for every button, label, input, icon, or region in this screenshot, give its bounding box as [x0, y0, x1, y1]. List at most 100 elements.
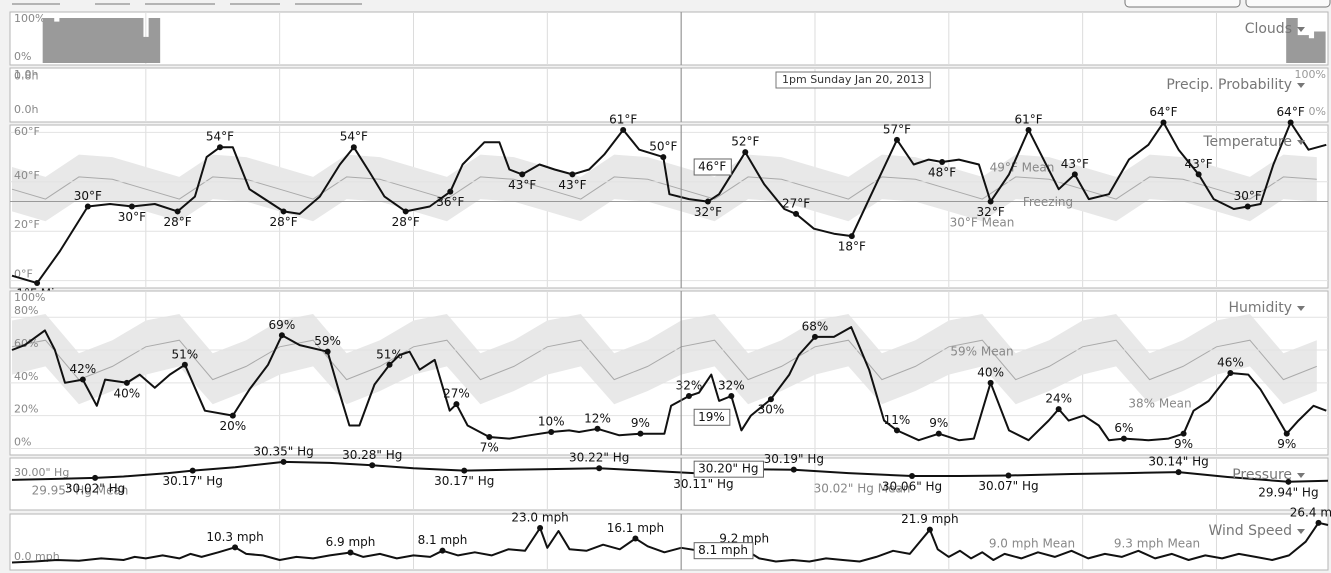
data-point [1195, 171, 1202, 178]
data-point [1227, 370, 1234, 376]
data-point [280, 208, 287, 215]
data-point [909, 472, 916, 479]
button[interactable] [1124, 0, 1241, 8]
data-label: 54°F [206, 130, 234, 144]
bar [1308, 38, 1315, 63]
dropdown-arrow [1297, 140, 1305, 145]
bar [81, 18, 88, 63]
button[interactable] [1245, 0, 1331, 8]
annotation: 9.3 mph Mean [1114, 537, 1200, 551]
data-point [439, 547, 446, 554]
dropdown-arrow [1297, 27, 1305, 32]
data-point [620, 126, 627, 133]
data-label: 50°F [649, 140, 677, 154]
y-tick-label: 100% [14, 291, 45, 304]
data-label: 10.3 mph [206, 530, 263, 544]
data-point [987, 379, 994, 386]
data-point [461, 467, 468, 474]
bar [53, 21, 60, 64]
data-label: 46% [1217, 356, 1244, 370]
data-label: 32% [676, 378, 703, 392]
data-point [793, 210, 800, 217]
data-point [34, 280, 41, 287]
data-label: 11% [884, 413, 911, 427]
hover-box [693, 542, 754, 560]
data-point [1175, 469, 1182, 476]
bar [126, 18, 133, 63]
data-label: 64°F [1277, 105, 1305, 119]
bar [70, 18, 77, 63]
data-label: 68% [802, 319, 829, 333]
y-tick-label: 0% [14, 435, 31, 448]
panel [9, 513, 1329, 571]
dropdown-arrow [1297, 473, 1305, 478]
data-point [1285, 478, 1292, 485]
data-label: 32°F [977, 205, 1005, 219]
data-point [486, 433, 493, 440]
panel-title: Wind Speed [1208, 523, 1292, 539]
bar [148, 18, 155, 63]
hover-box [693, 158, 732, 176]
data-label: 40% [977, 365, 1004, 379]
data-label: 43°F [558, 178, 586, 192]
data-label: 30.22" Hg [569, 451, 629, 465]
data-point [893, 427, 900, 434]
data-label: 9% [929, 416, 948, 430]
data-point [278, 332, 285, 339]
data-point [1160, 119, 1167, 126]
data-label: 30.02" Hg [65, 481, 125, 495]
bar [154, 18, 161, 63]
data-point [1180, 430, 1187, 437]
data-point [728, 392, 735, 399]
data-point [1283, 430, 1290, 437]
data-point [181, 361, 188, 368]
annotation: 30.02" Hg Mean [814, 482, 911, 496]
data-label: 40% [114, 386, 141, 400]
data-point [447, 188, 454, 195]
bar [64, 18, 71, 63]
bar [137, 18, 144, 63]
y-tick-label: 40°F [14, 169, 40, 182]
data-label: 30.07" Hg [978, 479, 1038, 493]
data-point [632, 535, 639, 542]
bar [76, 18, 83, 63]
data-point [232, 544, 239, 551]
hover-box [693, 460, 764, 478]
data-label: 8.1 mph [418, 533, 468, 547]
data-label: 12% [584, 411, 611, 425]
data-label: 30.14" Hg [1148, 455, 1208, 469]
data-label: 36°F [436, 195, 464, 209]
bar [48, 18, 55, 63]
data-point [324, 348, 331, 355]
data-label: 23.0 mph [511, 511, 568, 525]
data-label: 51% [172, 347, 199, 361]
panel-title: Precip. Probability [1166, 77, 1292, 93]
data-point [1005, 472, 1012, 479]
data-point [128, 203, 135, 210]
data-point [935, 430, 942, 437]
data-point [767, 396, 774, 403]
data-point [1244, 203, 1251, 210]
data-point [790, 466, 797, 473]
data-label: 7% [480, 440, 499, 454]
data-label: 28°F [269, 215, 297, 229]
data-label: 32°F [694, 205, 722, 219]
data-point [189, 467, 196, 474]
annotation: 49°F Mean [990, 161, 1055, 175]
data-point [848, 233, 855, 240]
hover-label: 19% [698, 410, 725, 424]
y-tick-label: 0.0h [14, 103, 38, 116]
data-label: 43°F [1185, 157, 1213, 171]
normal-band [12, 154, 1317, 222]
panel [9, 11, 1329, 66]
data-label: 10% [538, 415, 565, 429]
annotation: 9.0 mph Mean [989, 537, 1075, 551]
data-point [1055, 406, 1062, 413]
top-tabs [12, 0, 1331, 8]
data-label: 64°F [1149, 105, 1177, 119]
data-point [350, 144, 357, 151]
tooltip-box [775, 71, 931, 89]
data-point [216, 144, 223, 151]
hover-label: 46°F [698, 159, 726, 173]
